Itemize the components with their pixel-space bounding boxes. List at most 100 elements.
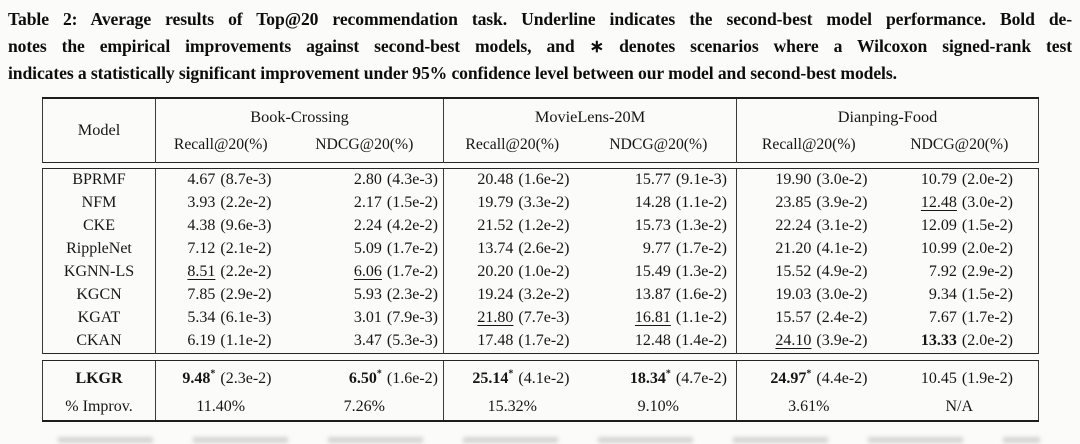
group-header-movielens-20m: MovieLens-20M [443, 98, 737, 132]
metric-stddev: (1.6e-2) [675, 286, 728, 304]
metric-stddev: (1.7e-2) [386, 240, 439, 258]
improvement-label-cell: % Improv. [42, 394, 156, 421]
metric-stddev: (8.7e-3) [220, 171, 272, 189]
group-header-book-crossing: Book-Crossing [154, 98, 444, 132]
metric-value: 9.77 [642, 240, 671, 258]
metric-cell: 16.81 (1.1e-2) [581, 307, 737, 330]
metric-value: 15.73 [634, 217, 671, 235]
metric-cell: 6.50* (1.6e-2) [286, 361, 444, 395]
metric-stddev: (3.0e-2) [816, 171, 868, 189]
metric-cell: 13.33 (2.0e-2) [880, 330, 1040, 354]
metric-cell: 12.48 (1.4e-2) [581, 330, 737, 354]
metric-stddev: (4.9e-2) [816, 263, 868, 281]
metric-cell: 15.49 (1.3e-2) [581, 261, 737, 284]
metric-value: 21.20 [775, 240, 812, 258]
metric-cell: 20.48 (1.6e-2) [443, 168, 581, 192]
metric-stddev: (2.4e-2) [816, 309, 868, 327]
metric-stddev: (3.3e-2) [518, 194, 570, 212]
table-row: BPRMF 4.67 (8.7e-3) 2.80 (4.3e-3) 20.48 (1.6e-… [42, 168, 1040, 193]
table-row: LKGR 9.48* (2.3e-2) 6.50* (1.6e-2) 25.14* (4.1… [42, 360, 1040, 395]
metric-cell: 10.45 (1.9e-2) [880, 360, 1040, 394]
improvement-value-cell: 15.32% [443, 394, 581, 421]
table-row: KGCN 7.85 (2.9e-2) 5.93 (2.3e-2) 19.24 (3.2e-2… [42, 284, 1040, 307]
metric-cell: 4.67 (8.7e-3) [155, 168, 286, 192]
table-row: NFM 3.93 (2.2e-2) 2.17 (1.5e-2) 19.79 (3.3e-2)… [42, 192, 1040, 215]
table-row: RippleNet 7.12 (2.1e-2) 5.09 (1.7e-2) 13.74 (2… [42, 238, 1040, 261]
caption-line: Table 2: Average results of Top@20 recom… [8, 9, 1072, 29]
metric-value: 2.24 [353, 217, 382, 235]
metric-stddev: (6.1e-3) [220, 309, 272, 327]
metric-value: 19.79 [477, 194, 514, 212]
metric-value: 3.93 [187, 194, 216, 212]
metric-cell: 15.57 (2.4e-2) [736, 307, 881, 330]
metric-stddev: (9.6e-3) [220, 217, 272, 235]
metric-cell: 21.52 (1.2e-2) [443, 215, 581, 238]
metric-stddev: (2.2e-2) [220, 194, 272, 212]
improvement-value-cell: 11.40% [155, 394, 286, 421]
results-table: Model Book-Crossing MovieLens-20M Dianping-… [42, 97, 1040, 422]
metric-cell: 24.97* (4.4e-2) [736, 360, 881, 394]
horizontal-double-rule [42, 353, 1039, 361]
improvement-value-cell: 7.26% [343, 397, 385, 415]
metric-value: 20.20 [477, 263, 514, 281]
metric-value: 22.24 [775, 217, 812, 235]
metric-stddev: (2.9e-2) [961, 263, 1014, 281]
metric-stddev: (1.4e-2) [675, 332, 728, 350]
metric-value: 12.48 [634, 332, 671, 350]
model-name-cell: BPRMF [42, 168, 156, 192]
metric-cell: 9.48* (2.3e-2) [155, 360, 286, 394]
model-name-cell: NFM [42, 192, 156, 215]
metric-value: 6.50 [348, 370, 377, 388]
metric-value: 5.34 [187, 309, 216, 327]
metric-value: 12.09 [920, 217, 957, 235]
rule-cell [42, 353, 1039, 361]
metric-stddev: (1.5e-2) [386, 194, 439, 212]
metric-stddev: (1.0e-2) [518, 263, 570, 281]
model-name-cell: KGCN [42, 284, 156, 307]
metric-value: 2.80 [353, 171, 382, 189]
metric-stddev: (4.7e-2) [675, 370, 728, 388]
caption-line: notes the empirical improvements against… [8, 36, 1072, 56]
metric-stddev: (7.9e-3) [386, 309, 439, 327]
metric-header: Recall@20(%) [736, 132, 881, 163]
metric-cell: 12.09 (1.5e-2) [880, 215, 1040, 238]
improvement-value-cell: N/A [880, 394, 1040, 421]
metric-cell: 15.52 (4.9e-2) [736, 261, 881, 284]
metric-stddev: (9.1e-3) [675, 171, 728, 189]
metric-value: 7.67 [928, 309, 957, 327]
metric-stddev: (3.9e-2) [816, 194, 868, 212]
metric-cell: 19.03 (3.0e-2) [736, 284, 881, 307]
metric-cell: 3.01 (7.9e-3) [286, 307, 444, 330]
model-name-cell: KGNN-LS [42, 261, 156, 284]
metric-value: 13.87 [634, 286, 671, 304]
metric-stddev: (2.0e-2) [961, 171, 1014, 189]
metric-cell: 7.85 (2.9e-2) [155, 284, 286, 307]
rule-cell [42, 162, 1039, 169]
header-row-metrics: Recall@20(%) NDCG@20(%) Recall@20(%) NDCG@2… [43, 132, 1040, 163]
metric-stddev: (1.1e-2) [675, 194, 728, 212]
metric-value: 10.45 [920, 370, 957, 388]
metric-cell: 24.10 (3.9e-2) [736, 330, 881, 354]
metric-cell: 3.93 (2.2e-2) [155, 192, 286, 215]
model-name-cell: RippleNet [42, 238, 156, 261]
metric-cell: 6.06 (1.7e-2) [286, 261, 444, 284]
metric-cell: 15.77 (9.1e-3) [581, 169, 737, 193]
metric-stddev: (1.5e-2) [961, 217, 1014, 235]
metric-stddev: (1.6e-2) [386, 370, 439, 388]
metric-stddev: (2.0e-2) [961, 240, 1014, 258]
metric-stddev: (1.1e-2) [220, 332, 272, 350]
metric-cell: 13.74 (2.6e-2) [443, 238, 581, 261]
metric-cell: 18.34* (4.7e-2) [581, 361, 737, 395]
metric-stddev: (1.1e-2) [675, 309, 728, 327]
metric-stddev: (2.1e-2) [220, 240, 272, 258]
improvement-value-cell: 9.10% [637, 397, 679, 415]
model-name-cell: LKGR [42, 360, 156, 394]
metric-header: NDCG@20(%) [609, 136, 708, 154]
table-row: KGNN-LS 8.51 (2.2e-2) 6.06 (1.7e-2) 20.20 (1.0… [42, 261, 1040, 284]
metric-cell: 19.79 (3.3e-2) [443, 192, 581, 215]
model-name-cell: CKE [42, 215, 156, 238]
metric-cell: 9.34 (1.5e-2) [880, 284, 1040, 307]
metric-stddev: (1.6e-2) [518, 171, 570, 189]
table-row: KGAT 5.34 (6.1e-3) 3.01 (7.9e-3) 21.80 (7.7e-3… [42, 307, 1040, 330]
metric-stddev: (1.2e-2) [518, 217, 570, 235]
